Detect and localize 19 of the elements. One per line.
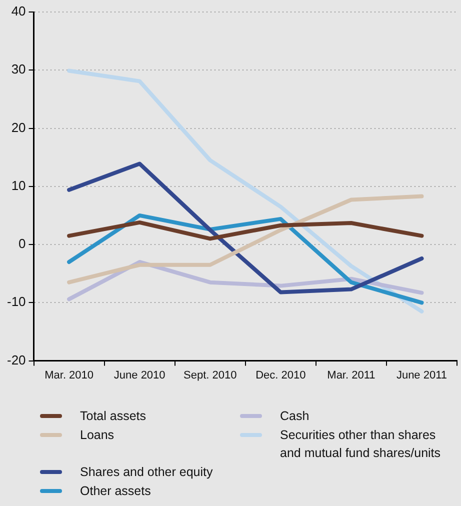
legend-label: Cash: [280, 408, 310, 425]
y-tick-label: 30: [11, 62, 26, 77]
legend-label: Shares and other equity: [80, 464, 213, 481]
legend-label: Other assets: [80, 483, 151, 500]
y-tick-label: 10: [11, 178, 26, 193]
y-tick-label: 40: [11, 4, 26, 19]
y-tick-label: -20: [6, 352, 26, 368]
legend-label: Loans: [80, 427, 114, 444]
y-tick-label: -10: [6, 294, 26, 310]
x-tick-label: June 2010: [114, 369, 166, 382]
x-tick-label: Mar. 2011: [327, 369, 376, 382]
y-tick-label: 0: [18, 236, 26, 252]
legend-label: Total assets: [80, 408, 146, 425]
y-tick-label: 20: [11, 120, 26, 135]
legend-label: Securities other than shares and mutual fund shares/units: [280, 427, 442, 462]
x-tick-label: Dec. 2010: [256, 369, 306, 382]
x-tick-label: Sept. 2010: [184, 369, 237, 382]
x-tick-label: Mar. 2010: [44, 369, 94, 382]
x-tick-label: June 2011: [396, 369, 448, 382]
